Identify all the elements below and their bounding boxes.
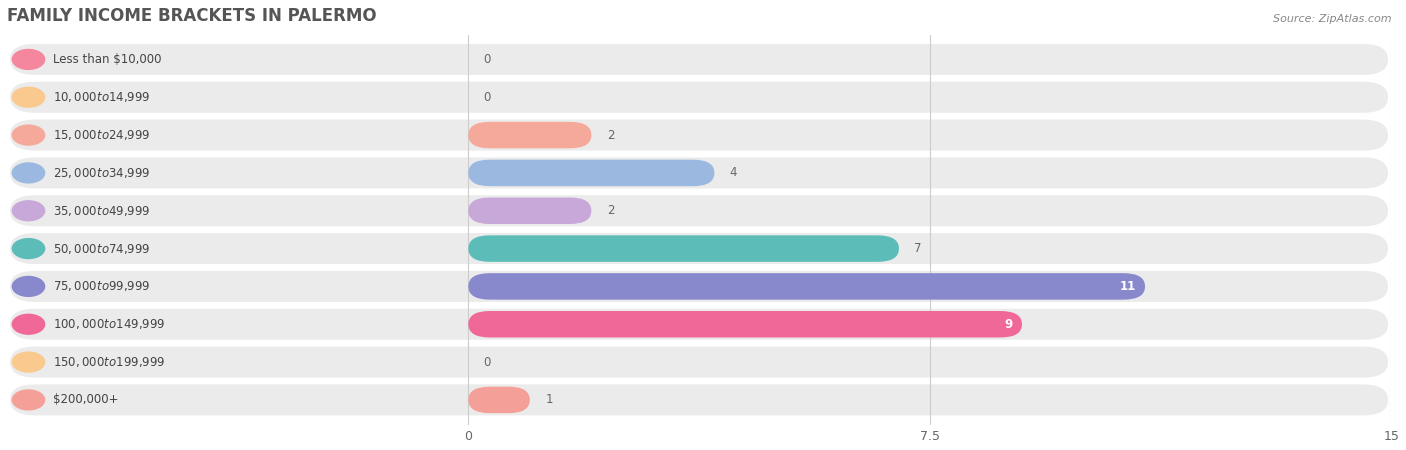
FancyBboxPatch shape (468, 387, 530, 413)
Text: 11: 11 (1119, 280, 1136, 293)
Text: 2: 2 (607, 129, 614, 142)
Text: Less than $10,000: Less than $10,000 (53, 53, 162, 66)
Text: $15,000 to $24,999: $15,000 to $24,999 (53, 128, 150, 142)
FancyBboxPatch shape (10, 271, 1388, 302)
FancyBboxPatch shape (10, 384, 1388, 415)
FancyBboxPatch shape (468, 198, 592, 224)
Circle shape (13, 238, 45, 258)
Text: FAMILY INCOME BRACKETS IN PALERMO: FAMILY INCOME BRACKETS IN PALERMO (7, 7, 377, 25)
Text: Source: ZipAtlas.com: Source: ZipAtlas.com (1274, 14, 1392, 23)
FancyBboxPatch shape (10, 82, 1388, 113)
Text: $25,000 to $34,999: $25,000 to $34,999 (53, 166, 150, 180)
FancyBboxPatch shape (10, 120, 1388, 151)
Text: $35,000 to $49,999: $35,000 to $49,999 (53, 204, 150, 218)
FancyBboxPatch shape (468, 235, 898, 262)
Text: $10,000 to $14,999: $10,000 to $14,999 (53, 90, 150, 104)
FancyBboxPatch shape (10, 44, 1388, 75)
Text: 7: 7 (914, 242, 922, 255)
FancyBboxPatch shape (10, 233, 1388, 264)
Text: $200,000+: $200,000+ (53, 393, 118, 406)
Text: 0: 0 (484, 91, 491, 104)
FancyBboxPatch shape (10, 195, 1388, 226)
Text: 0: 0 (484, 53, 491, 66)
Circle shape (13, 163, 45, 183)
Circle shape (13, 201, 45, 220)
Text: $100,000 to $149,999: $100,000 to $149,999 (53, 317, 166, 331)
FancyBboxPatch shape (10, 158, 1388, 189)
Circle shape (13, 50, 45, 69)
Circle shape (13, 276, 45, 297)
Circle shape (13, 390, 45, 410)
FancyBboxPatch shape (10, 346, 1388, 378)
Text: 9: 9 (1004, 318, 1012, 331)
Text: 1: 1 (546, 393, 553, 406)
FancyBboxPatch shape (468, 311, 1022, 338)
Circle shape (13, 125, 45, 145)
FancyBboxPatch shape (468, 122, 592, 148)
Text: 2: 2 (607, 204, 614, 217)
Text: $75,000 to $99,999: $75,000 to $99,999 (53, 279, 150, 293)
Text: 0: 0 (484, 356, 491, 369)
Circle shape (13, 314, 45, 334)
FancyBboxPatch shape (468, 160, 714, 186)
Text: 4: 4 (730, 166, 737, 180)
Text: $50,000 to $74,999: $50,000 to $74,999 (53, 242, 150, 256)
FancyBboxPatch shape (468, 273, 1144, 300)
Circle shape (13, 352, 45, 372)
Text: $150,000 to $199,999: $150,000 to $199,999 (53, 355, 166, 369)
FancyBboxPatch shape (10, 309, 1388, 340)
Circle shape (13, 87, 45, 107)
